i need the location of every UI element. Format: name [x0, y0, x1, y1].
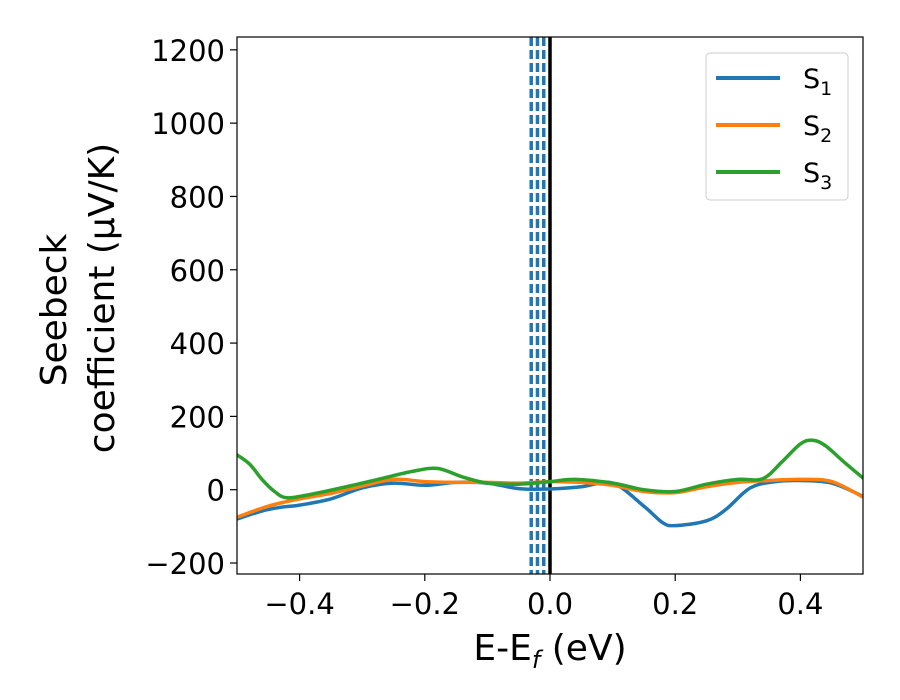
- y-axis-label-line1: Seebeck: [34, 233, 75, 386]
- y-tick-label: 1200: [151, 34, 225, 68]
- y-tick-label: 600: [170, 254, 225, 288]
- legend-label-s3: S3: [803, 158, 832, 194]
- y-tick-label: 200: [170, 400, 225, 434]
- legend-label-s1: S1: [803, 64, 832, 100]
- tick-layer: −0.4 −0.2 0.0 0.2 0.4 −200 0 200 400 600 800 1000 12…: [145, 34, 823, 621]
- series-line-s3: [237, 438, 863, 500]
- y-tick-label: 1000: [151, 107, 225, 141]
- y-tick-label: −200: [145, 547, 225, 581]
- series-line-s1: [237, 478, 863, 528]
- x-axis-label: E-Ef (eV): [473, 628, 626, 674]
- series-layer: [237, 37, 863, 574]
- x-tick-label: 0.4: [777, 587, 823, 621]
- y-tick-label: 0: [207, 474, 225, 508]
- y-axis-label-line2: coefficient (μV/K): [82, 143, 123, 453]
- legend-label-s2: S2: [803, 111, 832, 147]
- x-tick-label: −0.4: [264, 587, 334, 621]
- x-tick-label: 0.2: [652, 587, 698, 621]
- legend: S1 S2 S3: [705, 52, 849, 201]
- y-tick-label: 800: [170, 180, 225, 214]
- x-tick-label: 0.0: [527, 587, 573, 621]
- y-tick-label: 400: [170, 327, 225, 361]
- x-tick-label: −0.2: [390, 587, 460, 621]
